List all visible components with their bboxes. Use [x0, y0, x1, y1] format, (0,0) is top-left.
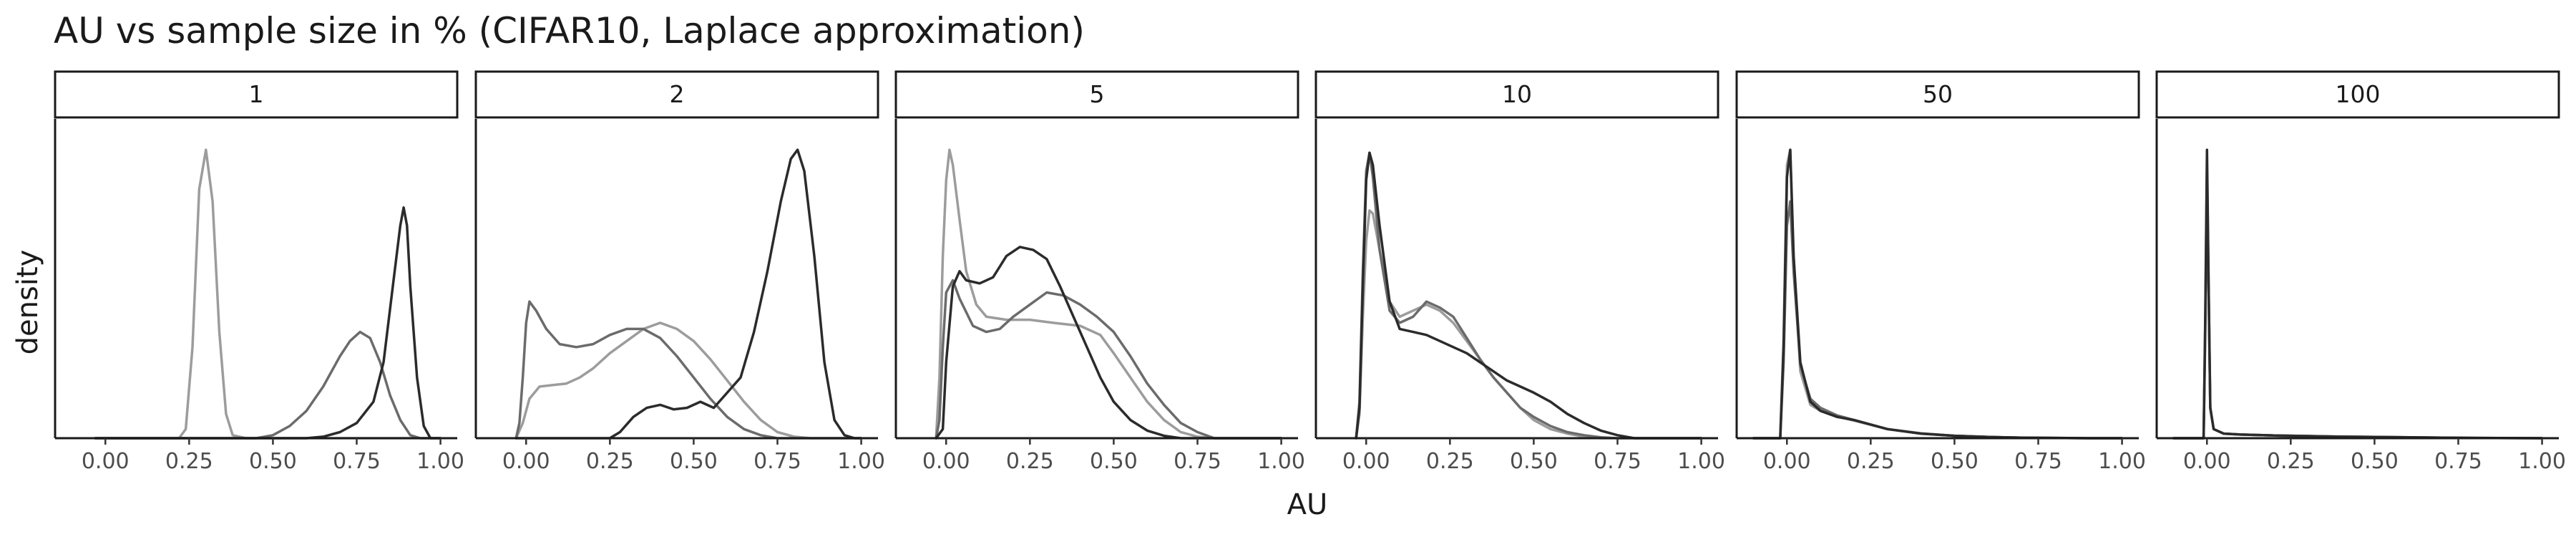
- x-tick-label: 1.00: [837, 449, 885, 474]
- x-tick-label: 0.75: [1174, 449, 1221, 474]
- facet-panel: 1 0.00 0.25 0.50 0.75 1.00: [54, 70, 464, 474]
- density-line: [94, 330, 442, 440]
- density-line: [935, 246, 1283, 440]
- x-tick-label: 1.00: [1677, 449, 1725, 474]
- x-tick-label: 0.00: [1763, 449, 1811, 474]
- x-tick-label: 0.25: [1006, 449, 1054, 474]
- chart-title: AU vs sample size in % (CIFAR10, Laplace…: [54, 10, 1085, 52]
- density-line: [1355, 151, 1703, 440]
- x-tick-label: 0.00: [922, 449, 970, 474]
- x-tick-label: 0.75: [333, 449, 381, 474]
- density-lines: [1752, 148, 2124, 440]
- density-line: [514, 300, 863, 440]
- x-tick-label: 0.75: [1594, 449, 1641, 474]
- facet-strip-label: 2: [670, 80, 685, 108]
- facet-strip: [2155, 70, 2560, 119]
- density-line: [1752, 148, 2124, 440]
- x-tick-label: 0.75: [2434, 449, 2482, 474]
- facet-panel: 100 0.00 0.25 0.50 0.75 1.00: [2155, 70, 2566, 474]
- facet-strip: [1735, 70, 2140, 119]
- density-lines: [2172, 148, 2544, 440]
- x-tick-label: 0.50: [1510, 449, 1558, 474]
- x-tick-label: 0.25: [586, 449, 634, 474]
- density-line: [94, 148, 442, 440]
- x-tick-label: 0.50: [1931, 449, 1979, 474]
- facet-panels: 1 0.00 0.25 0.50 0.75 1.00 2 0.00 0.25 0.50 0.75 1.…: [54, 70, 2566, 474]
- facet-strip-label: 50: [1923, 80, 1953, 108]
- density-line: [935, 279, 1283, 440]
- density-line: [1355, 151, 1703, 440]
- facet-strip: [894, 70, 1299, 119]
- x-tick-label: 1.00: [416, 449, 464, 474]
- density-line: [94, 206, 442, 440]
- x-tick-label: 1.00: [2098, 449, 2146, 474]
- facet-strip-label: 10: [1502, 80, 1532, 108]
- density-line: [2172, 148, 2544, 440]
- density-line: [514, 148, 863, 440]
- density-lines: [514, 148, 863, 440]
- x-tick-label: 0.50: [670, 449, 718, 474]
- facet-strip: [54, 70, 459, 119]
- facet-strip-label: 100: [2336, 80, 2381, 108]
- x-tick-label: 0.25: [2267, 449, 2315, 474]
- density-line: [514, 321, 863, 440]
- x-tick-label: 1.00: [1257, 449, 1305, 474]
- x-axis-title: AU: [1287, 488, 1328, 521]
- density-lines: [94, 148, 442, 440]
- x-tick-label: 0.75: [753, 449, 801, 474]
- x-tick-label: 0.25: [1847, 449, 1895, 474]
- x-tick-label: 0.25: [1426, 449, 1474, 474]
- density-line: [1355, 209, 1703, 440]
- x-tick-label: 0.00: [2183, 449, 2231, 474]
- density-line: [2172, 175, 2544, 440]
- facet-panel: 5 0.00 0.25 0.50 0.75 1.00: [894, 70, 1305, 474]
- x-tick-label: 0.00: [82, 449, 130, 474]
- x-tick-label: 0.50: [1090, 449, 1138, 474]
- facet-strip-label: 5: [1090, 80, 1105, 108]
- x-tick-label: 0.50: [2351, 449, 2399, 474]
- density-line: [935, 148, 1283, 440]
- density-line: [2172, 163, 2544, 440]
- x-tick-label: 0.00: [502, 449, 550, 474]
- y-axis-title: density: [11, 250, 44, 355]
- density-lines: [935, 148, 1283, 440]
- facet-strip: [474, 70, 879, 119]
- facet-panel: 50 0.00 0.25 0.50 0.75 1.00: [1735, 70, 2146, 474]
- facet-panel: 10 0.00 0.25 0.50 0.75 1.00: [1314, 70, 1725, 474]
- x-tick-label: 0.75: [2014, 449, 2062, 474]
- x-tick-label: 1.00: [2518, 449, 2566, 474]
- facet-strip: [1314, 70, 1719, 119]
- x-tick-label: 0.00: [1342, 449, 1390, 474]
- density-lines: [1355, 151, 1703, 440]
- facet-panel: 2 0.00 0.25 0.50 0.75 1.00: [474, 70, 885, 474]
- facet-strip-label: 1: [249, 80, 264, 108]
- x-tick-label: 0.25: [165, 449, 213, 474]
- x-tick-label: 0.50: [249, 449, 297, 474]
